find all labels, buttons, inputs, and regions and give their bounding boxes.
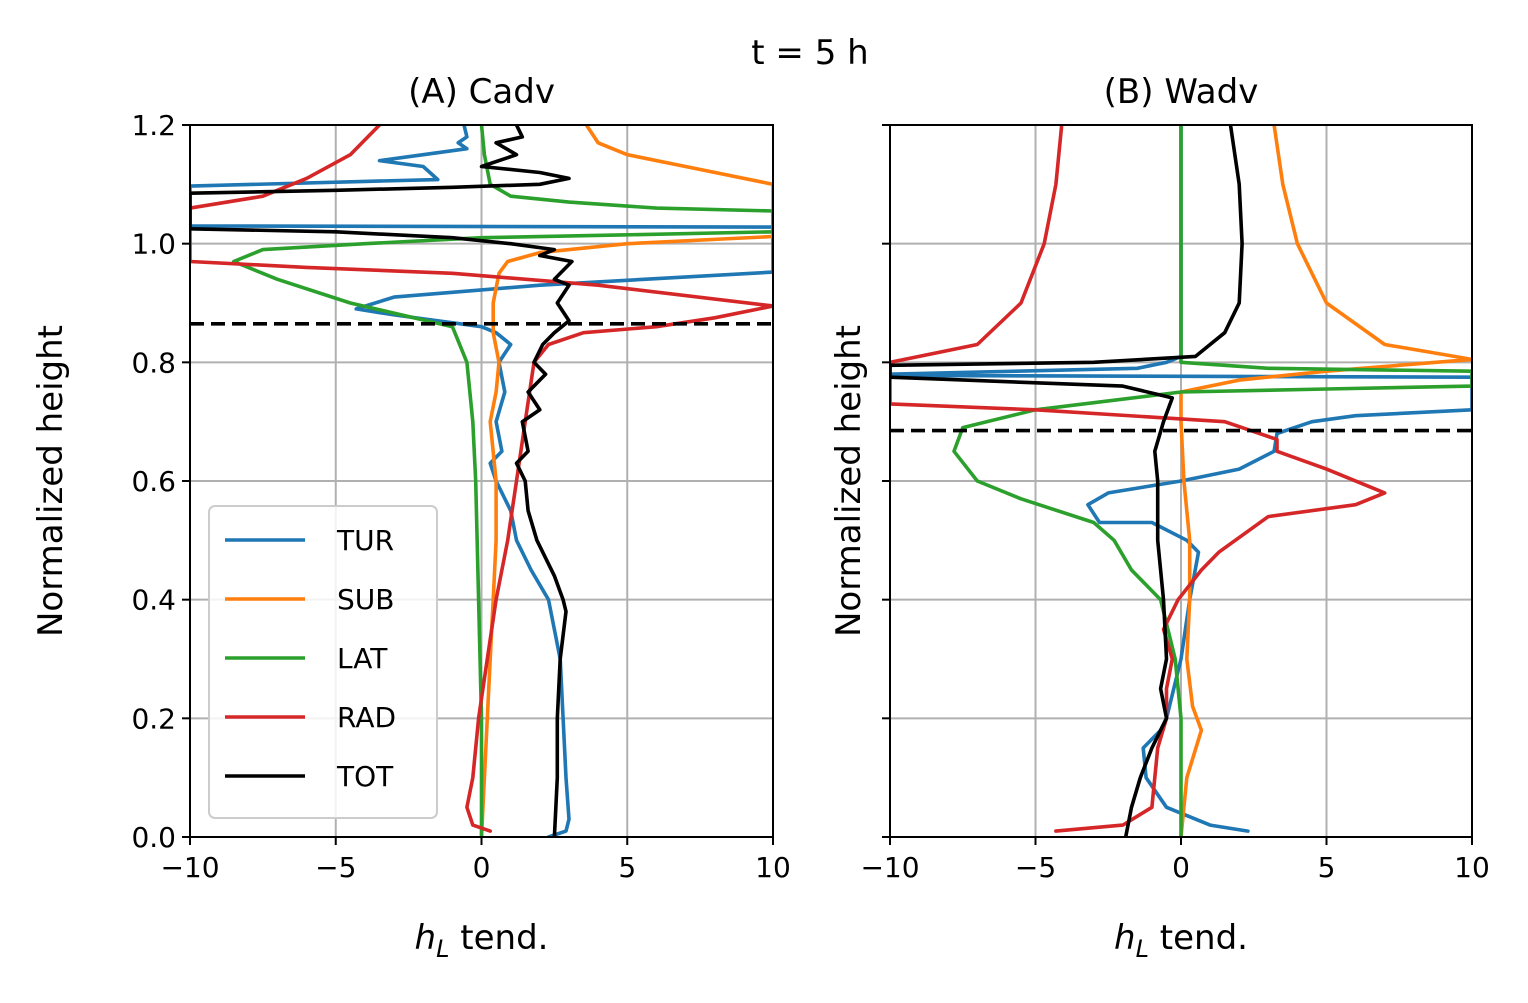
x-tick-label: 5 bbox=[1318, 851, 1336, 884]
legend-label-tur: TUR bbox=[336, 524, 394, 557]
figure-suptitle: t = 5 h bbox=[751, 33, 868, 73]
x-tick-label: −5 bbox=[1015, 851, 1056, 884]
x-tick-label: 0 bbox=[473, 851, 491, 884]
legend-label-sub: SUB bbox=[337, 583, 394, 616]
series-line-lat bbox=[952, 125, 1472, 837]
x-tick-label: −10 bbox=[860, 851, 919, 884]
series-line-lat bbox=[231, 125, 773, 837]
y-tick-label: 0.4 bbox=[131, 584, 176, 617]
x-axis-label: hL tend. bbox=[1114, 918, 1248, 963]
panel-cadv: −10 −5 0 5 10 0.0 0.2 0.4 0.6 0.8 1.0 1.2 (A) Cadv hL… bbox=[31, 72, 791, 963]
x-tick-label: −10 bbox=[160, 851, 219, 884]
x-tick-label: 10 bbox=[1454, 851, 1490, 884]
legend: TUR SUB LAT RAD TOT bbox=[208, 505, 438, 819]
y-axis-label: Normalized height bbox=[829, 325, 869, 637]
series-line-tur bbox=[890, 125, 1472, 833]
y-tick-label: 1.2 bbox=[131, 109, 176, 142]
x-tick-label: 5 bbox=[618, 851, 636, 884]
series-line-rad bbox=[890, 125, 1387, 833]
y-tick-label: 0.6 bbox=[131, 465, 176, 498]
y-tick-label: 0.0 bbox=[131, 821, 176, 854]
series-line-tot bbox=[190, 125, 574, 837]
series-line-tot bbox=[890, 125, 1244, 837]
legend-label-rad: RAD bbox=[337, 701, 396, 734]
y-tick-label: 0.2 bbox=[131, 702, 176, 735]
x-tick-label: 0 bbox=[1172, 851, 1190, 884]
y-axis-label: Normalized height bbox=[31, 325, 71, 637]
legend-label-lat: LAT bbox=[337, 642, 388, 675]
x-axis-label: hL tend. bbox=[415, 918, 549, 963]
panel-title: (B) Wadv bbox=[1104, 72, 1259, 112]
x-tick-label: −5 bbox=[315, 851, 356, 884]
legend-box bbox=[208, 505, 438, 819]
legend-label-tot: TOT bbox=[336, 760, 394, 793]
series-line-rad bbox=[190, 125, 773, 833]
panel-wadv: −10 −5 0 5 10 (B) Wadv hL tend. Normalized heig… bbox=[829, 72, 1490, 963]
y-tick-label: 0.8 bbox=[131, 346, 176, 379]
panel-title: (A) Cadv bbox=[408, 72, 555, 112]
y-tick-label: 1.0 bbox=[131, 228, 176, 261]
x-tick-label: 10 bbox=[755, 851, 791, 884]
series-line-sub bbox=[1179, 125, 1472, 837]
series-line-tur bbox=[190, 125, 773, 837]
